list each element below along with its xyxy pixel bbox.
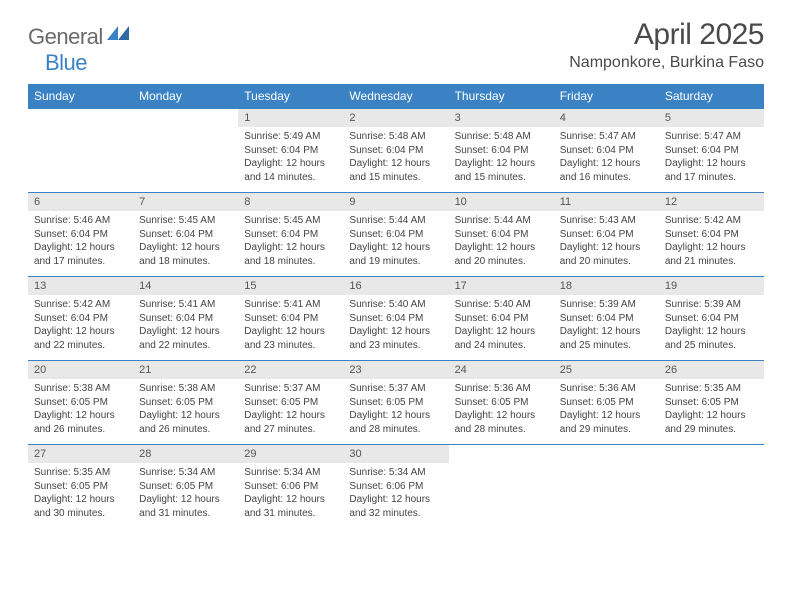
- day-number-cell: 17: [449, 277, 554, 296]
- day-number-cell: 30: [343, 445, 448, 464]
- day-detail-cell: Sunrise: 5:37 AMSunset: 6:05 PMDaylight:…: [238, 379, 343, 445]
- day-detail-cell: Sunrise: 5:37 AMSunset: 6:05 PMDaylight:…: [343, 379, 448, 445]
- day-detail-cell: [28, 127, 133, 193]
- location: Namponkore, Burkina Faso: [569, 54, 764, 72]
- day-detail-row: Sunrise: 5:35 AMSunset: 6:05 PMDaylight:…: [28, 463, 764, 528]
- day-detail-cell: Sunrise: 5:38 AMSunset: 6:05 PMDaylight:…: [28, 379, 133, 445]
- day-detail-cell: Sunrise: 5:44 AMSunset: 6:04 PMDaylight:…: [449, 211, 554, 277]
- day-number-cell: 13: [28, 277, 133, 296]
- day-number-cell: 23: [343, 361, 448, 380]
- day-detail-cell: Sunrise: 5:42 AMSunset: 6:04 PMDaylight:…: [659, 211, 764, 277]
- day-number-row: 6789101112: [28, 193, 764, 212]
- day-detail-row: Sunrise: 5:38 AMSunset: 6:05 PMDaylight:…: [28, 379, 764, 445]
- day-number-cell: 19: [659, 277, 764, 296]
- day-detail-cell: Sunrise: 5:34 AMSunset: 6:06 PMDaylight:…: [343, 463, 448, 528]
- day-detail-cell: Sunrise: 5:47 AMSunset: 6:04 PMDaylight:…: [659, 127, 764, 193]
- day-number-cell: 21: [133, 361, 238, 380]
- day-number-cell: 5: [659, 109, 764, 128]
- weekday-header: Sunday: [28, 84, 133, 109]
- logo: General: [28, 18, 131, 50]
- day-detail-cell: [449, 463, 554, 528]
- day-detail-cell: Sunrise: 5:35 AMSunset: 6:05 PMDaylight:…: [659, 379, 764, 445]
- logo-text-general: General: [28, 24, 103, 50]
- day-number-cell: [133, 109, 238, 128]
- day-number-cell: [449, 445, 554, 464]
- day-number-cell: 3: [449, 109, 554, 128]
- day-detail-row: Sunrise: 5:49 AMSunset: 6:04 PMDaylight:…: [28, 127, 764, 193]
- day-detail-cell: Sunrise: 5:34 AMSunset: 6:06 PMDaylight:…: [238, 463, 343, 528]
- day-number-cell: 6: [28, 193, 133, 212]
- weekday-header: Friday: [554, 84, 659, 109]
- logo-icon: [107, 24, 129, 45]
- day-number-cell: 20: [28, 361, 133, 380]
- day-number-cell: [554, 445, 659, 464]
- day-detail-cell: Sunrise: 5:45 AMSunset: 6:04 PMDaylight:…: [238, 211, 343, 277]
- day-detail-cell: Sunrise: 5:43 AMSunset: 6:04 PMDaylight:…: [554, 211, 659, 277]
- weekday-header: Monday: [133, 84, 238, 109]
- day-detail-cell: Sunrise: 5:45 AMSunset: 6:04 PMDaylight:…: [133, 211, 238, 277]
- day-number-cell: 29: [238, 445, 343, 464]
- day-detail-cell: Sunrise: 5:35 AMSunset: 6:05 PMDaylight:…: [28, 463, 133, 528]
- weekday-header: Thursday: [449, 84, 554, 109]
- weekday-header: Tuesday: [238, 84, 343, 109]
- day-number-cell: 11: [554, 193, 659, 212]
- day-detail-cell: [554, 463, 659, 528]
- day-number-row: 27282930: [28, 445, 764, 464]
- day-detail-cell: Sunrise: 5:47 AMSunset: 6:04 PMDaylight:…: [554, 127, 659, 193]
- day-number-cell: 14: [133, 277, 238, 296]
- month-title: April 2025: [569, 18, 764, 52]
- day-number-cell: 9: [343, 193, 448, 212]
- day-number-cell: 1: [238, 109, 343, 128]
- day-detail-cell: Sunrise: 5:39 AMSunset: 6:04 PMDaylight:…: [554, 295, 659, 361]
- day-number-cell: 22: [238, 361, 343, 380]
- day-detail-cell: Sunrise: 5:41 AMSunset: 6:04 PMDaylight:…: [133, 295, 238, 361]
- day-number-cell: 4: [554, 109, 659, 128]
- day-number-cell: [28, 109, 133, 128]
- day-detail-cell: Sunrise: 5:42 AMSunset: 6:04 PMDaylight:…: [28, 295, 133, 361]
- day-number-row: 12345: [28, 109, 764, 128]
- day-number-cell: 27: [28, 445, 133, 464]
- day-detail-cell: [659, 463, 764, 528]
- day-number-cell: 26: [659, 361, 764, 380]
- day-detail-row: Sunrise: 5:46 AMSunset: 6:04 PMDaylight:…: [28, 211, 764, 277]
- day-detail-cell: Sunrise: 5:38 AMSunset: 6:05 PMDaylight:…: [133, 379, 238, 445]
- day-detail-cell: Sunrise: 5:36 AMSunset: 6:05 PMDaylight:…: [554, 379, 659, 445]
- day-number-cell: 15: [238, 277, 343, 296]
- day-detail-row: Sunrise: 5:42 AMSunset: 6:04 PMDaylight:…: [28, 295, 764, 361]
- day-detail-cell: Sunrise: 5:40 AMSunset: 6:04 PMDaylight:…: [449, 295, 554, 361]
- calendar-table: Sunday Monday Tuesday Wednesday Thursday…: [28, 84, 764, 528]
- day-detail-cell: Sunrise: 5:46 AMSunset: 6:04 PMDaylight:…: [28, 211, 133, 277]
- header: General April 2025 Namponkore, Burkina F…: [28, 18, 764, 72]
- day-number-cell: 18: [554, 277, 659, 296]
- day-number-cell: 10: [449, 193, 554, 212]
- day-number-cell: 28: [133, 445, 238, 464]
- weekday-header: Wednesday: [343, 84, 448, 109]
- day-detail-cell: Sunrise: 5:40 AMSunset: 6:04 PMDaylight:…: [343, 295, 448, 361]
- day-detail-cell: Sunrise: 5:41 AMSunset: 6:04 PMDaylight:…: [238, 295, 343, 361]
- day-detail-cell: Sunrise: 5:48 AMSunset: 6:04 PMDaylight:…: [449, 127, 554, 193]
- day-number-cell: 12: [659, 193, 764, 212]
- day-number-cell: 24: [449, 361, 554, 380]
- day-number-cell: 8: [238, 193, 343, 212]
- day-number-cell: [659, 445, 764, 464]
- day-detail-cell: Sunrise: 5:48 AMSunset: 6:04 PMDaylight:…: [343, 127, 448, 193]
- day-detail-cell: Sunrise: 5:34 AMSunset: 6:05 PMDaylight:…: [133, 463, 238, 528]
- weekday-header: Saturday: [659, 84, 764, 109]
- day-detail-cell: Sunrise: 5:36 AMSunset: 6:05 PMDaylight:…: [449, 379, 554, 445]
- day-detail-cell: Sunrise: 5:44 AMSunset: 6:04 PMDaylight:…: [343, 211, 448, 277]
- day-detail-cell: [133, 127, 238, 193]
- day-number-cell: 7: [133, 193, 238, 212]
- day-number-cell: 16: [343, 277, 448, 296]
- day-detail-cell: Sunrise: 5:39 AMSunset: 6:04 PMDaylight:…: [659, 295, 764, 361]
- logo-text-blue: Blue: [45, 50, 87, 75]
- day-number-cell: 25: [554, 361, 659, 380]
- weekday-header-row: Sunday Monday Tuesday Wednesday Thursday…: [28, 84, 764, 109]
- day-number-row: 20212223242526: [28, 361, 764, 380]
- day-number-row: 13141516171819: [28, 277, 764, 296]
- day-number-cell: 2: [343, 109, 448, 128]
- day-detail-cell: Sunrise: 5:49 AMSunset: 6:04 PMDaylight:…: [238, 127, 343, 193]
